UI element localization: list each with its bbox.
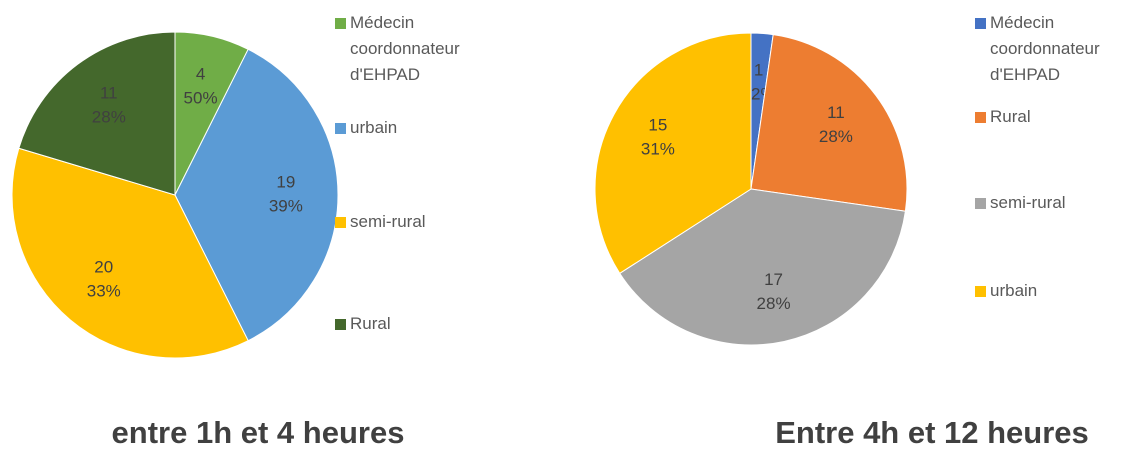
chart-title: entre 1h et 4 heures: [111, 415, 405, 450]
legend-swatch: [975, 18, 986, 29]
legend-swatch: [975, 286, 986, 297]
percent-label: 39%: [269, 196, 303, 215]
value-label: 1: [754, 61, 763, 80]
percent-label: 50%: [184, 89, 218, 108]
legend-swatch: [975, 112, 986, 123]
pie-slice: [750, 34, 908, 212]
legend-label: semi-rural: [350, 212, 426, 231]
pie-slice: [18, 31, 176, 196]
percent-label: 28%: [92, 108, 126, 127]
legend-item: Rural: [975, 104, 1135, 130]
legend-swatch: [335, 18, 346, 29]
value-label: 4: [196, 65, 205, 84]
pie-slice: [594, 32, 752, 275]
legend-item: semi-rural: [335, 209, 495, 235]
legend-item: urbain: [335, 115, 495, 141]
legend-label: urbain: [350, 118, 398, 137]
value-label: 15: [648, 116, 667, 135]
percent-label: 31%: [641, 140, 675, 159]
legend-label: Rural: [990, 107, 1031, 126]
pie-slice: [174, 48, 339, 342]
legend-item: Médecin coordonnateur d'EHPAD: [335, 10, 495, 88]
legend-swatch: [335, 123, 346, 134]
legend-label: Médecin coordonnateur d'EHPAD: [350, 13, 460, 84]
legend-swatch: [975, 198, 986, 209]
legend-label: Médecin coordonnateur d'EHPAD: [990, 13, 1100, 84]
value-label: 20: [94, 257, 113, 276]
value-label: 11: [100, 84, 118, 103]
pie-slice: [11, 147, 249, 359]
legend-item: semi-rural: [975, 190, 1135, 216]
value-label: 17: [764, 270, 783, 289]
legend-item: Médecin coordonnateur d'EHPAD: [975, 10, 1135, 88]
legend-label: semi-rural: [990, 193, 1066, 212]
legend-item: Rural: [335, 311, 495, 337]
chart-title: Entre 4h et 12 heures: [775, 415, 1089, 450]
percent-label: 33%: [87, 281, 121, 300]
value-label: 11: [827, 103, 845, 122]
percent-label: 28%: [819, 127, 853, 146]
legend-label: Rural: [350, 314, 391, 333]
legend-label: urbain: [990, 281, 1038, 300]
percent-label: 28%: [757, 294, 791, 313]
legend-swatch: [335, 217, 346, 228]
value-label: 19: [276, 172, 295, 191]
legend-item: urbain: [975, 278, 1135, 304]
legend-swatch: [335, 319, 346, 330]
